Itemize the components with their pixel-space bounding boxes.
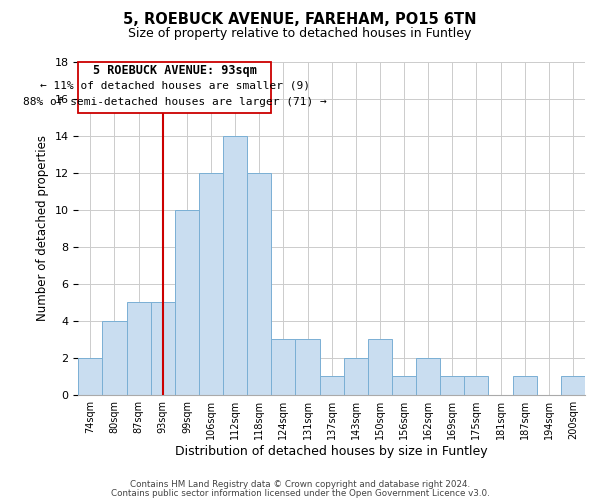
Bar	[175, 210, 199, 394]
Bar	[368, 339, 392, 394]
Bar	[151, 302, 175, 394]
Bar	[199, 172, 223, 394]
Bar	[79, 358, 103, 395]
Bar	[464, 376, 488, 394]
Bar	[103, 320, 127, 394]
Bar	[271, 339, 295, 394]
Bar	[223, 136, 247, 394]
Bar	[512, 376, 537, 394]
Bar	[247, 172, 271, 394]
FancyBboxPatch shape	[79, 62, 271, 114]
Y-axis label: Number of detached properties: Number of detached properties	[36, 135, 49, 321]
Bar	[320, 376, 344, 394]
Bar	[440, 376, 464, 394]
Bar	[344, 358, 368, 395]
Text: Size of property relative to detached houses in Funtley: Size of property relative to detached ho…	[128, 28, 472, 40]
Bar	[416, 358, 440, 395]
Text: Contains public sector information licensed under the Open Government Licence v3: Contains public sector information licen…	[110, 489, 490, 498]
Bar	[392, 376, 416, 394]
Bar	[561, 376, 585, 394]
Text: ← 11% of detached houses are smaller (9): ← 11% of detached houses are smaller (9)	[40, 81, 310, 91]
Text: 5, ROEBUCK AVENUE, FAREHAM, PO15 6TN: 5, ROEBUCK AVENUE, FAREHAM, PO15 6TN	[123, 12, 477, 28]
Text: 5 ROEBUCK AVENUE: 93sqm: 5 ROEBUCK AVENUE: 93sqm	[93, 64, 257, 78]
Bar	[127, 302, 151, 394]
Text: Contains HM Land Registry data © Crown copyright and database right 2024.: Contains HM Land Registry data © Crown c…	[130, 480, 470, 489]
Text: 88% of semi-detached houses are larger (71) →: 88% of semi-detached houses are larger (…	[23, 96, 326, 106]
Bar	[295, 339, 320, 394]
X-axis label: Distribution of detached houses by size in Funtley: Distribution of detached houses by size …	[175, 444, 488, 458]
